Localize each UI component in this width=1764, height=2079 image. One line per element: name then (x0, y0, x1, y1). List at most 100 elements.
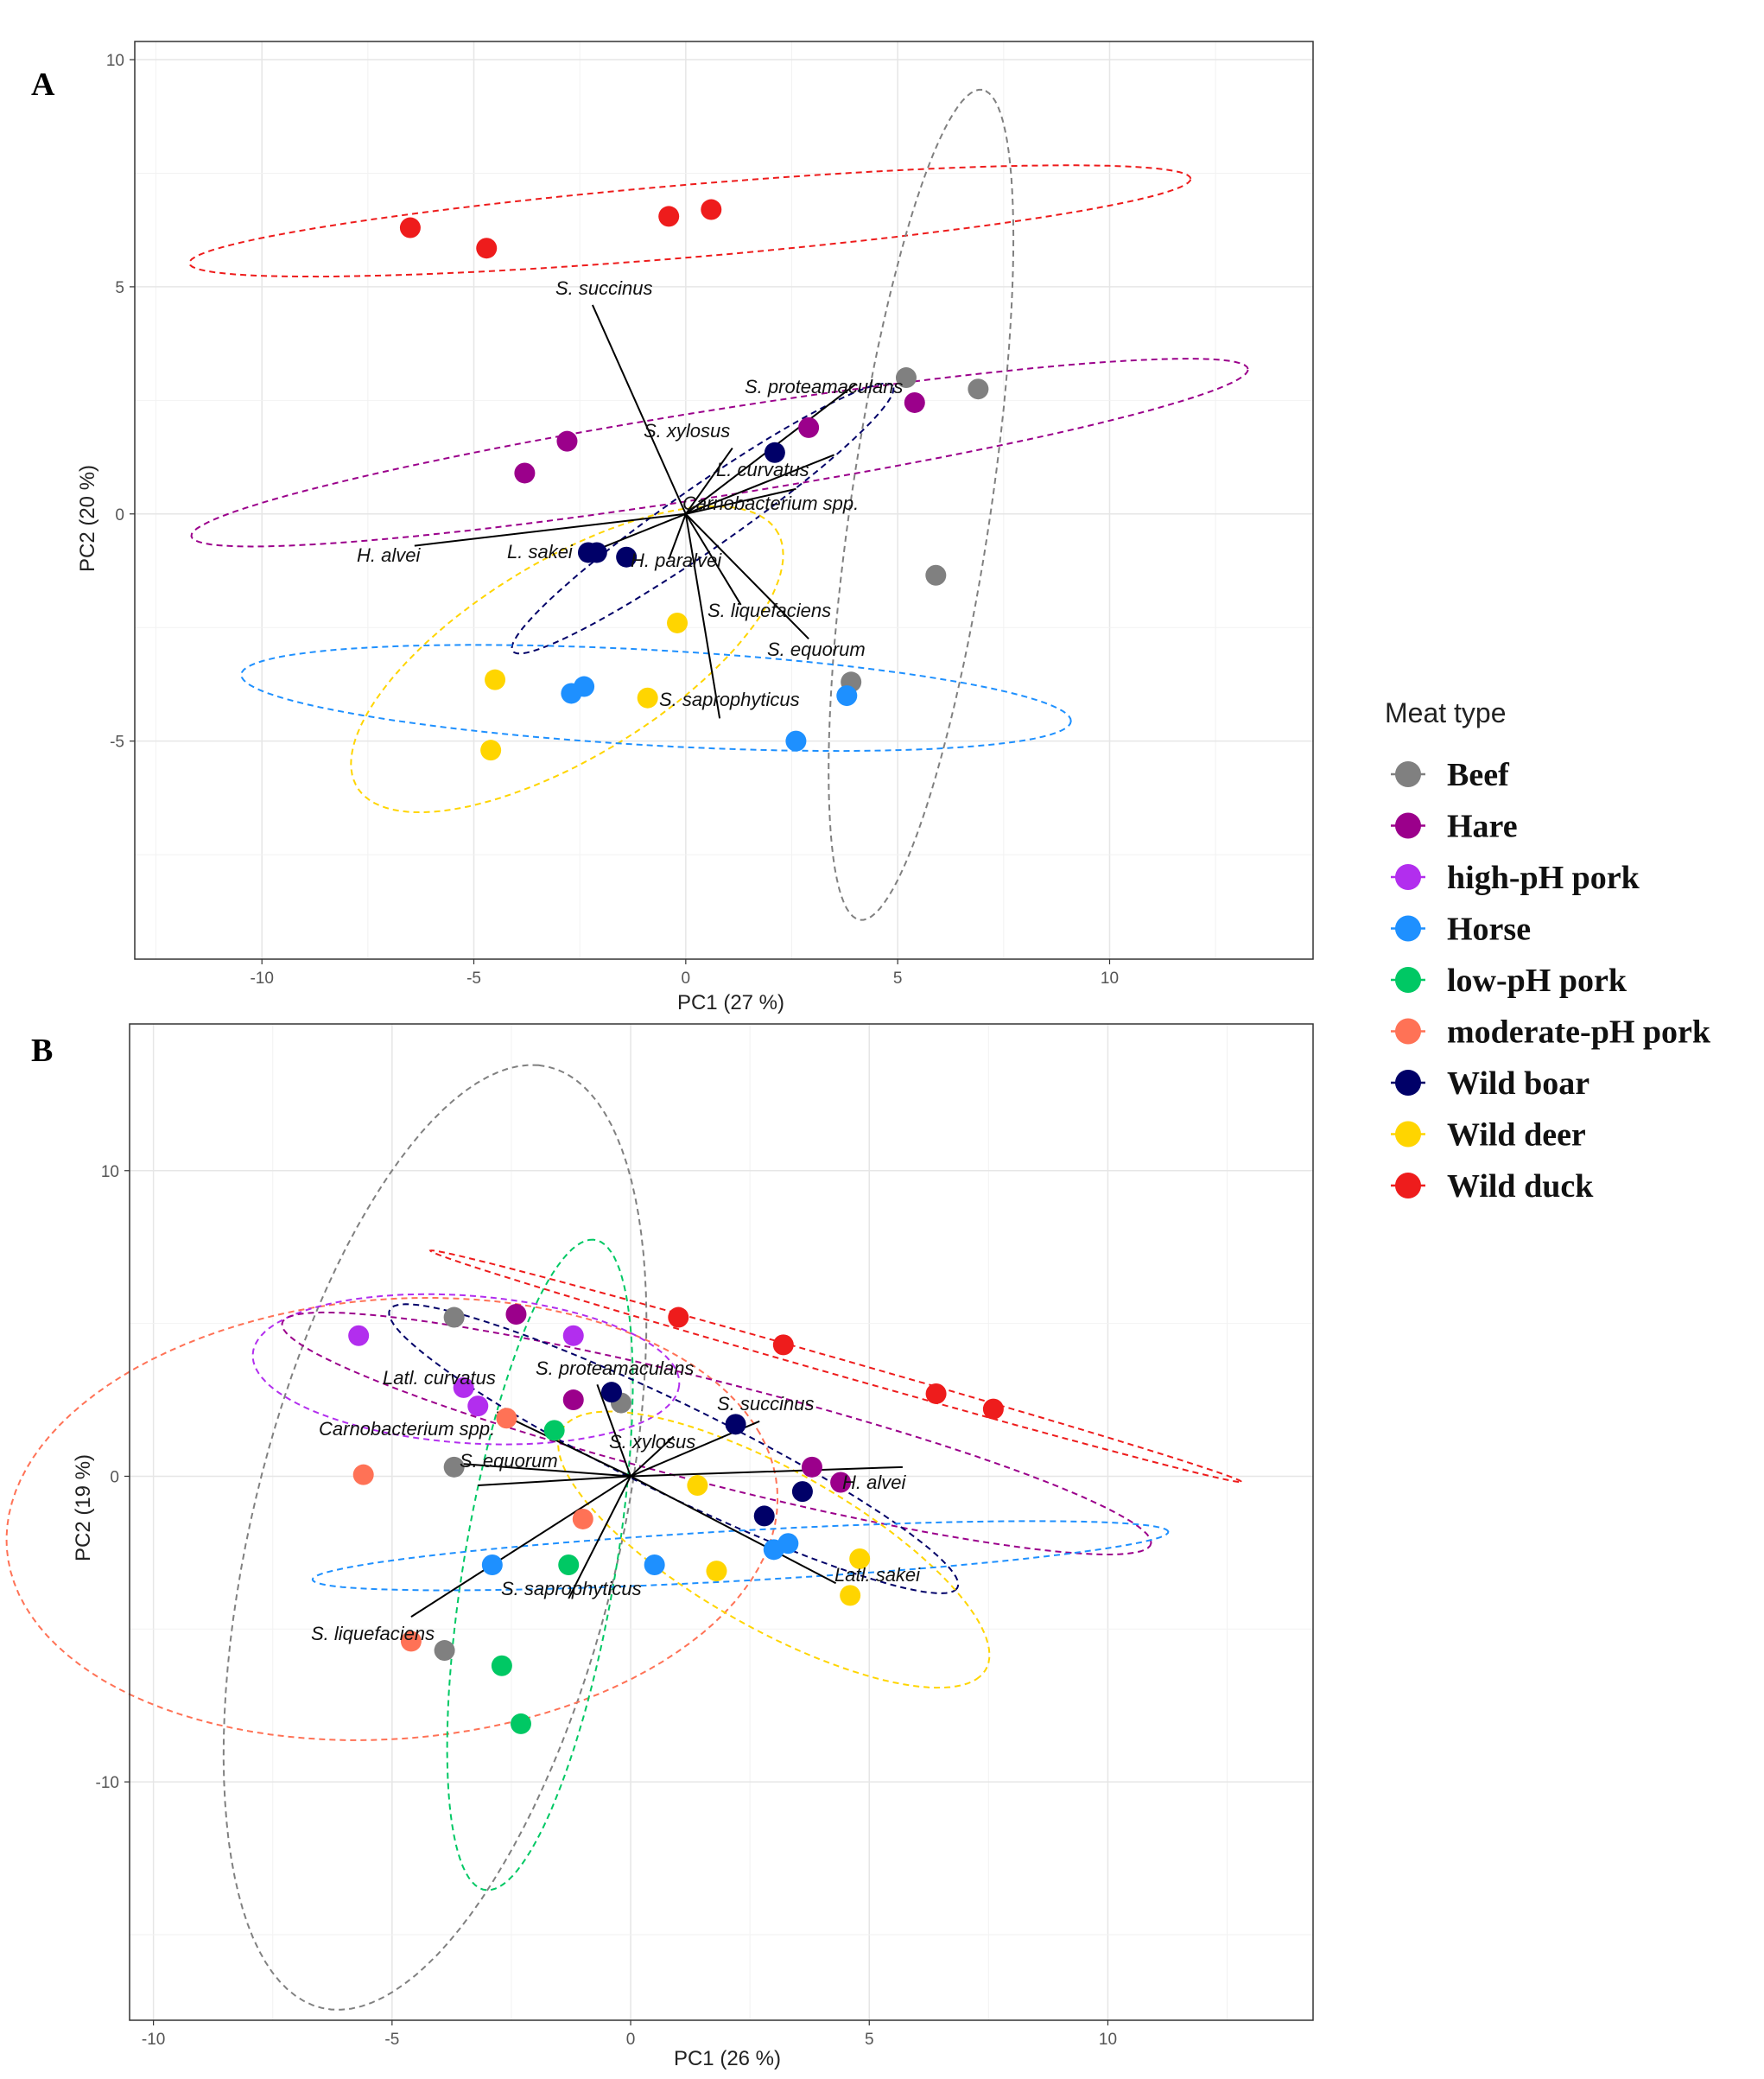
point-wild-deer (480, 740, 502, 761)
x-tick-label: 5 (893, 970, 903, 988)
point-wild-boar (764, 442, 785, 463)
vector-label-h-paralvei: H. paralvei (631, 550, 722, 571)
legend-key-dot (1395, 915, 1421, 942)
legend-item-horse: Horse (1391, 912, 1531, 948)
vector-latl-sakei (630, 1475, 837, 1585)
point-low-ph-pork (510, 1713, 531, 1734)
point-hare (904, 391, 925, 413)
vector-s-xylosus (630, 1435, 675, 1478)
point-high-ph-pork (562, 1325, 584, 1346)
legend-label: low-pH pork (1447, 963, 1628, 999)
legend-item-wild-boar: Wild boar (1391, 1065, 1590, 1102)
y-tick-label: 0 (110, 1468, 119, 1486)
point-beef (443, 1307, 465, 1328)
ellipse-hare (281, 1311, 1152, 1556)
point-low-ph-pork (491, 1655, 512, 1676)
vector-label-s-saprophyticus: S. saprophyticus (659, 689, 800, 710)
vector-s-succinus (591, 304, 687, 515)
point-wild-boar (725, 1414, 746, 1435)
vector-label-s-saprophyticus: S. saprophyticus (501, 1578, 642, 1599)
point-horse (644, 1554, 665, 1576)
vector-latl-curvatus (496, 1411, 631, 1478)
vector-label-s-proteamaculans: S. proteamaculans (745, 376, 903, 397)
vector-s-saprophyticus (568, 1475, 631, 1599)
panel-b-x-axis-title: PC1 (26 %) (674, 2047, 781, 2070)
legend-item-low-ph-pork: low-pH pork (1391, 963, 1628, 999)
y-tick-label: 0 (115, 506, 124, 525)
legend-label: Hare (1447, 809, 1518, 845)
point-wild-deer (849, 1548, 871, 1569)
x-tick-label: -5 (466, 970, 481, 988)
vector-label-s-proteamaculans: S. proteamaculans (536, 1357, 694, 1379)
point-high-ph-pork (453, 1376, 474, 1398)
point-wild-boar (586, 542, 607, 563)
point-horse (777, 1533, 799, 1554)
vector-label-latl-curvatus: Latl. curvatus (383, 1367, 496, 1389)
panel-b: S. proteamaculans Latl. curvatus S. succin… (5, 1023, 1314, 2070)
panel-a-letter: A (31, 67, 55, 103)
legend-label: high-pH pork (1447, 860, 1640, 896)
point-wild-boar (616, 546, 638, 568)
point-hare (830, 1472, 852, 1493)
x-tick-label: 10 (1099, 2031, 1117, 2049)
x-tick-label: -10 (142, 2031, 165, 2049)
panel-a-y-axis-title: PC2 (20 %) (76, 465, 99, 572)
vector-label-s-liquefaciens: S. liquefaciens (311, 1623, 435, 1644)
point-horse (836, 685, 858, 707)
point-high-ph-pork (467, 1396, 489, 1417)
ellipse-low-ph-pork (446, 1238, 634, 1891)
point-horse (785, 730, 807, 752)
point-horse (481, 1554, 503, 1576)
legend-key-dot (1395, 1121, 1421, 1148)
vector-s-equorum (685, 513, 809, 640)
legend-label: Beef (1447, 757, 1510, 793)
vector-label-carnobacterium-spp: Carnobacterium spp. (682, 493, 859, 514)
vector-carnobacterium-spp (463, 1463, 631, 1478)
vector-h-paralvei (668, 513, 687, 560)
point-high-ph-pork (348, 1325, 370, 1346)
vector-label-h-alvei: H. alvei (357, 544, 421, 566)
point-moderate-ph-pork (352, 1464, 374, 1485)
vector-s-liquefaciens (410, 1475, 631, 1618)
point-wild-deer (706, 1561, 727, 1582)
x-tick-label: 0 (626, 2031, 636, 2049)
point-wild-duck (925, 1383, 947, 1404)
vector-label-h-alvei: H. alvei (842, 1472, 906, 1493)
y-tick-label: -5 (110, 734, 124, 752)
point-beef (895, 367, 917, 389)
panel-a: S. succinus S. proteamaculans S. xylosus L.… (31, 41, 1314, 1014)
legend-key-dot (1395, 761, 1421, 787)
legend-key-dot (1395, 1070, 1421, 1096)
point-hare (798, 416, 820, 438)
point-hare (556, 430, 578, 452)
point-wild-duck (668, 1307, 689, 1328)
panel-a-x-axis-title: PC1 (27 %) (677, 991, 784, 1014)
point-hare (562, 1389, 584, 1411)
point-wild-deer (687, 1475, 708, 1497)
legend-item-hare: Hare (1391, 809, 1518, 845)
point-wild-deer (840, 1585, 861, 1606)
point-hare (505, 1303, 527, 1325)
vector-label-s-xylosus: S. xylosus (609, 1431, 695, 1453)
point-wild-duck (658, 206, 680, 227)
point-wild-deer (485, 669, 506, 690)
point-wild-boar (753, 1505, 775, 1527)
vector-h-alvei (631, 1465, 903, 1478)
y-tick-label: -10 (96, 1774, 119, 1792)
point-low-ph-pork (558, 1554, 580, 1576)
vector-label-l-curvatus: L. curvatus (716, 459, 809, 480)
point-moderate-ph-pork (400, 1631, 422, 1652)
vector-label-s-succinus: S. succinus (555, 277, 653, 299)
vector-s-equorum (478, 1475, 631, 1487)
vector-label-s-equorum: S. equorum (460, 1450, 558, 1472)
point-wild-boar (600, 1382, 622, 1403)
point-beef (443, 1456, 465, 1478)
x-tick-label: -10 (250, 970, 273, 988)
point-horse (574, 676, 595, 697)
point-wild-boar (791, 1481, 813, 1503)
legend-item-beef: Beef (1391, 757, 1510, 793)
point-wild-duck (399, 217, 421, 238)
panel-a-frame (134, 41, 1314, 960)
y-tick-label: 10 (101, 1163, 119, 1181)
